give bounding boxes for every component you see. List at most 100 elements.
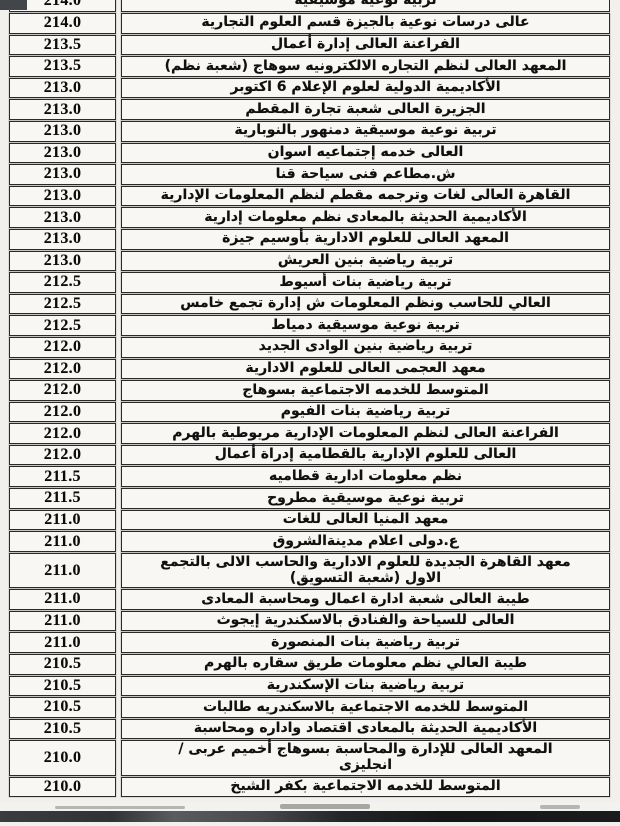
score-cell: 211.0 bbox=[9, 589, 116, 610]
score-cell: 212.0 bbox=[9, 401, 116, 423]
institute-name-cell: تربية رياضية بنات المنصورة bbox=[121, 632, 610, 653]
score-cell: 213.0 bbox=[9, 250, 116, 272]
table-row: الفراعنة العالى لنظم المعلومات الإدارية … bbox=[9, 423, 610, 444]
table-row: الأكاديمية الدولية لعلوم الإعلام 6 اكتوب… bbox=[9, 77, 610, 99]
scan-artifact-strip bbox=[0, 802, 620, 811]
table-row: العالى للعلوم الإدارية بالقطامية إدراة أ… bbox=[9, 444, 610, 466]
institute-name-cell: معهد القاهرة الجديدة للعلوم الادارية وال… bbox=[121, 552, 610, 589]
institute-name-cell: المعهد العالى للعلوم الادارية بأوسيم جيز… bbox=[121, 228, 610, 250]
institute-name-cell: تربية رياضية بنات الفيوم bbox=[121, 401, 610, 423]
score-cell: 212.0 bbox=[9, 336, 116, 358]
table-row: تربية نوعية موسيقية دمياط 212.5 bbox=[9, 315, 610, 336]
score-cell: 213.0 bbox=[9, 99, 116, 120]
score-cell: 210.5 bbox=[9, 653, 116, 675]
institute-name-cell: المعهد العالى للإدارة والمحاسبة بسوهاج أ… bbox=[121, 740, 610, 776]
score-cell: 211.0 bbox=[9, 632, 116, 653]
table-row: المتوسط للخدمه الاجتماعية بسوهاج 212.0 bbox=[9, 380, 610, 401]
table-row: المعهد العالى لنظم التجاره الالكترونيه س… bbox=[9, 56, 610, 77]
table-row: ع.دولى اعلام مدينةالشروق 211.0 bbox=[9, 531, 610, 552]
institute-name-cell: معهد العجمى العالى للعلوم الادارية bbox=[121, 358, 610, 380]
table-row: المعهد العالى للعلوم الادارية بأوسيم جيز… bbox=[9, 228, 610, 250]
score-cell: 213.0 bbox=[9, 185, 116, 207]
institute-name-cell: تربية نوعية موسيقية دمنهور بالنوبارية bbox=[121, 120, 610, 142]
table-row: الأكاديمية الحديثة بالمعادى نظم معلومات … bbox=[9, 207, 610, 228]
institute-name-cell: المعهد العالى لنظم التجاره الالكترونيه س… bbox=[121, 56, 610, 77]
institute-name-cell: تربية نوعية موسيقية دمياط bbox=[121, 315, 610, 336]
institute-name-cell: الفراعنة العالى إدارة أعمال bbox=[121, 34, 610, 56]
table-row: العالي للحاسب ونظم المعلومات ش إدارة تجم… bbox=[9, 293, 610, 315]
score-cell: 211.0 bbox=[9, 531, 116, 552]
score-cell: 210.5 bbox=[9, 718, 116, 740]
institute-name-cell: العالي للحاسب ونظم المعلومات ش إدارة تجم… bbox=[121, 293, 610, 315]
score-cell: 212.0 bbox=[9, 380, 116, 401]
table-row: المتوسط للخدمه الاجتماعية بكفر الشيخ 210… bbox=[9, 776, 610, 798]
table-row: القاهرة العالى لغات وترجمه مقطم لنظم الم… bbox=[9, 185, 610, 207]
score-cell: 211.0 bbox=[9, 552, 116, 589]
institute-name-cell: تربية نوعية موسيقية مطروح bbox=[121, 488, 610, 509]
institute-name-cell: تربية نوعية موسيقية bbox=[121, 0, 610, 12]
scan-smudge bbox=[540, 805, 580, 809]
table-row: الفراعنة العالى إدارة أعمال 213.5 bbox=[9, 34, 610, 56]
table-row: طيبة العالى شعبة ادارة اعمال ومحاسبة الم… bbox=[9, 589, 610, 610]
score-cell: 212.5 bbox=[9, 272, 116, 293]
table-row: نظم معلومات ادارية قطاميه 211.5 bbox=[9, 466, 610, 488]
score-cell: 213.0 bbox=[9, 164, 116, 185]
table-row: تربية نوعية موسيقية مطروح 211.5 bbox=[9, 488, 610, 509]
institute-name-cell: تربية رياضية بنين العريش bbox=[121, 250, 610, 272]
score-cell: 212.0 bbox=[9, 444, 116, 466]
institute-name-cell: طيبة العالي نظم معلومات طريق سقاره بالهر… bbox=[121, 653, 610, 675]
table-row: معهد المنيا العالى للغات 211.0 bbox=[9, 509, 610, 531]
score-cell: 211.5 bbox=[9, 466, 116, 488]
score-cell: 211.0 bbox=[9, 610, 116, 632]
table-row: العالى للسياحة والفنادق بالاسكندرية إيجو… bbox=[9, 610, 610, 632]
score-cell: 211.0 bbox=[9, 509, 116, 531]
institute-name-cell: تربية رياضية بنات أسيوط bbox=[121, 272, 610, 293]
institute-name-cell: المتوسط للخدمه الاجتماعية بالاسكندريه طا… bbox=[121, 697, 610, 718]
score-cell: 213.0 bbox=[9, 207, 116, 228]
score-cell: 213.0 bbox=[9, 77, 116, 99]
scan-smudge bbox=[280, 804, 370, 809]
institute-name-cell: القاهرة العالى لغات وترجمه مقطم لنظم الم… bbox=[121, 185, 610, 207]
scan-artifact-top-left bbox=[0, 0, 27, 10]
table-row-partial: تربية نوعية موسيقية 214.0 bbox=[9, 0, 610, 12]
score-cell: 213.0 bbox=[9, 142, 116, 164]
institute-name-cell: الأكاديمية الدولية لعلوم الإعلام 6 اكتوب… bbox=[121, 77, 610, 99]
table-row: معهد العجمى العالى للعلوم الادارية 212.0 bbox=[9, 358, 610, 380]
institute-name-cell: معهد المنيا العالى للغات bbox=[121, 509, 610, 531]
institute-name-cell: العالى للعلوم الإدارية بالقطامية إدراة أ… bbox=[121, 444, 610, 466]
table-row: تربية رياضية بنات المنصورة 211.0 bbox=[9, 632, 610, 653]
score-cell: 210.0 bbox=[9, 776, 116, 798]
institute-name-cell: الأكاديمية الحديثة بالمعادى اقتصاد وادار… bbox=[121, 718, 610, 740]
score-cell: 212.0 bbox=[9, 358, 116, 380]
table-row: عالى درسات نوعية بالجيزة قسم العلوم التج… bbox=[9, 13, 610, 34]
score-cell: 210.5 bbox=[9, 675, 116, 697]
table-row: الجزيرة العالى شعبة تجارة المقطم 213.0 bbox=[9, 99, 610, 120]
table-row: تربية رياضية بنات أسيوط 212.5 bbox=[9, 272, 610, 293]
score-cell: 212.0 bbox=[9, 423, 116, 444]
table-row: تربية رياضية بنين الوادى الجديد 212.0 bbox=[9, 336, 610, 358]
table-row: تربية رياضية بنات الإسكندرية 210.5 bbox=[9, 675, 610, 697]
institute-name-cell: ش.مطاعم فنى سياحة قنا bbox=[121, 164, 610, 185]
institute-name-cell: نظم معلومات ادارية قطاميه bbox=[121, 466, 610, 488]
table-row: المتوسط للخدمه الاجتماعية بالاسكندريه طا… bbox=[9, 697, 610, 718]
institute-name-cell: تربية رياضية بنات الإسكندرية bbox=[121, 675, 610, 697]
institute-name-cell: الأكاديمية الحديثة بالمعادى نظم معلومات … bbox=[121, 207, 610, 228]
institute-name-cell: طيبة العالى شعبة ادارة اعمال ومحاسبة الم… bbox=[121, 589, 610, 610]
institute-name-cell: المتوسط للخدمه الاجتماعية بكفر الشيخ bbox=[121, 776, 610, 798]
results-table: عالى درسات نوعية بالجيزة قسم العلوم التج… bbox=[9, 13, 610, 798]
table-row: العالى خدمه إجتماعيه اسوان 213.0 bbox=[9, 142, 610, 164]
score-cell: 210.5 bbox=[9, 697, 116, 718]
institute-name-cell: الفراعنة العالى لنظم المعلومات الإدارية … bbox=[121, 423, 610, 444]
scan-smudge bbox=[55, 806, 185, 809]
table-row: الأكاديمية الحديثة بالمعادى اقتصاد وادار… bbox=[9, 718, 610, 740]
institute-name-cell: ع.دولى اعلام مدينةالشروق bbox=[121, 531, 610, 552]
score-cell: 212.5 bbox=[9, 315, 116, 336]
institute-name-cell: تربية رياضية بنين الوادى الجديد bbox=[121, 336, 610, 358]
scan-artifact-bottom-bar bbox=[0, 811, 620, 822]
score-cell: 213.5 bbox=[9, 34, 116, 56]
score-cell: 213.5 bbox=[9, 56, 116, 77]
score-cell: 214.0 bbox=[9, 13, 116, 34]
institute-name-cell: المتوسط للخدمه الاجتماعية بسوهاج bbox=[121, 380, 610, 401]
table-row: تربية رياضية بنات الفيوم 212.0 bbox=[9, 401, 610, 423]
